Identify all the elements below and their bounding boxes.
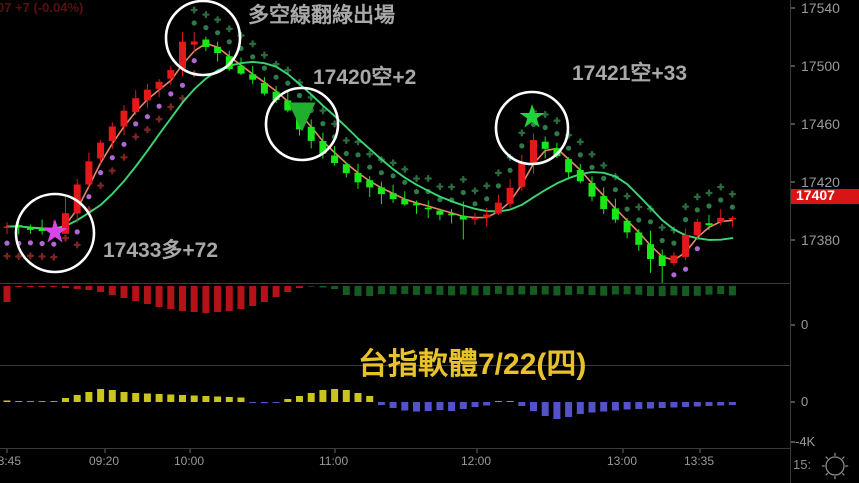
svg-text:09:20: 09:20 [89, 454, 119, 468]
svg-text:17433多+72: 17433多+72 [103, 238, 218, 262]
svg-text:12:00: 12:00 [461, 454, 491, 468]
svg-text:17540: 17540 [801, 0, 840, 16]
svg-text:15:: 15: [793, 457, 811, 472]
svg-text:0: 0 [801, 317, 808, 332]
svg-text:17407: 17407 [796, 187, 835, 203]
svg-text:11:00: 11:00 [319, 454, 348, 468]
svg-text:13:00: 13:00 [607, 454, 637, 468]
svg-text:17500: 17500 [801, 58, 840, 74]
svg-text:0: 0 [801, 394, 808, 409]
svg-text:-4K: -4K [795, 434, 816, 449]
svg-text:17421空+33: 17421空+33 [572, 61, 687, 85]
svg-text:13:35: 13:35 [684, 454, 714, 468]
svg-text:17460: 17460 [801, 116, 840, 132]
svg-text:多空線翻綠出場: 多空線翻綠出場 [248, 3, 395, 27]
svg-text:台指軟體7/22(四): 台指軟體7/22(四) [358, 347, 586, 381]
svg-text:17420空+2: 17420空+2 [313, 65, 416, 89]
svg-text:08:45: 08:45 [0, 454, 21, 468]
svg-text:07 +7 (-0.04%): 07 +7 (-0.04%) [0, 0, 83, 15]
svg-text:10:00: 10:00 [174, 454, 204, 468]
svg-text:17380: 17380 [801, 232, 840, 248]
